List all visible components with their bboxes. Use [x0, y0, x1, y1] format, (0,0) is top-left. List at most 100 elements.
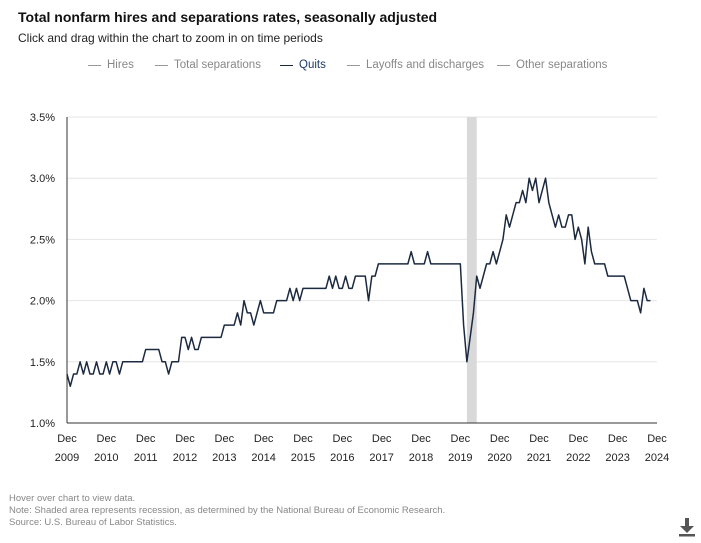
data-point[interactable] — [547, 201, 551, 205]
data-point[interactable] — [537, 201, 541, 205]
data-point[interactable] — [75, 372, 79, 376]
data-point[interactable] — [65, 372, 69, 376]
data-point[interactable] — [85, 360, 89, 364]
data-point[interactable] — [494, 262, 498, 266]
data-point[interactable] — [95, 360, 99, 364]
data-point[interactable] — [288, 286, 292, 290]
data-point[interactable] — [258, 299, 262, 303]
data-point[interactable] — [255, 311, 259, 315]
data-point[interactable] — [298, 299, 302, 303]
data-point[interactable] — [272, 311, 276, 315]
data-point[interactable] — [219, 335, 223, 339]
data-point[interactable] — [550, 213, 554, 217]
data-point[interactable] — [190, 335, 194, 339]
data-point[interactable] — [81, 372, 85, 376]
data-point[interactable] — [350, 286, 354, 290]
data-point[interactable] — [426, 250, 430, 254]
data-point[interactable] — [642, 286, 646, 290]
data-point[interactable] — [340, 286, 344, 290]
data-point[interactable] — [167, 372, 171, 376]
data-point[interactable] — [157, 348, 161, 352]
data-point[interactable] — [501, 237, 505, 241]
data-point[interactable] — [530, 188, 534, 192]
data-point[interactable] — [186, 348, 190, 352]
legend-item-other-separations[interactable]: Other separations — [497, 59, 607, 71]
data-point[interactable] — [344, 274, 348, 278]
data-point[interactable] — [553, 225, 557, 229]
data-point[interactable] — [589, 250, 593, 254]
data-point[interactable] — [639, 311, 643, 315]
data-point[interactable] — [475, 274, 479, 278]
data-point[interactable] — [291, 299, 295, 303]
data-point[interactable] — [563, 225, 567, 229]
data-point[interactable] — [458, 262, 462, 266]
data-point[interactable] — [583, 262, 587, 266]
data-point[interactable] — [626, 286, 630, 290]
data-point[interactable] — [481, 274, 485, 278]
data-point[interactable] — [576, 225, 580, 229]
data-point[interactable] — [324, 286, 328, 290]
data-point[interactable] — [140, 360, 144, 364]
data-point[interactable] — [235, 311, 239, 315]
legend-item-layoffs-and-discharges[interactable]: Layoffs and discharges — [347, 59, 484, 71]
data-point[interactable] — [603, 262, 607, 266]
legend-item-hires[interactable]: Hires — [88, 59, 134, 71]
data-point[interactable] — [635, 299, 639, 303]
data-point[interactable] — [491, 250, 495, 254]
data-point[interactable] — [373, 274, 377, 278]
data-point[interactable] — [176, 360, 180, 364]
data-point[interactable] — [465, 360, 469, 364]
data-point[interactable] — [544, 176, 548, 180]
data-point[interactable] — [252, 323, 256, 327]
data-point[interactable] — [504, 213, 508, 217]
data-point[interactable] — [232, 323, 236, 327]
data-point[interactable] — [104, 360, 108, 364]
data-point[interactable] — [294, 286, 298, 290]
data-point[interactable] — [622, 274, 626, 278]
data-point[interactable] — [524, 201, 528, 205]
data-point[interactable] — [586, 225, 590, 229]
data-point[interactable] — [508, 225, 512, 229]
data-point[interactable] — [521, 188, 525, 192]
data-point[interactable] — [498, 250, 502, 254]
data-point[interactable] — [534, 176, 538, 180]
data-point[interactable] — [327, 274, 331, 278]
data-point[interactable] — [285, 299, 289, 303]
data-point[interactable] — [249, 311, 253, 315]
data-point[interactable] — [68, 384, 72, 388]
data-point[interactable] — [101, 372, 105, 376]
chart-plot-area[interactable]: 1.0% 1.5% 2.0% 2.5% 3.0% 3.5% 2020 recession (… — [0, 0, 701, 490]
data-point[interactable] — [511, 213, 515, 217]
data-point[interactable] — [422, 262, 426, 266]
data-point[interactable] — [363, 274, 367, 278]
data-point[interactable] — [334, 274, 338, 278]
data-point[interactable] — [406, 262, 410, 266]
legend-item-quits[interactable]: Quits — [280, 59, 326, 71]
data-point[interactable] — [91, 372, 95, 376]
data-point[interactable] — [580, 237, 584, 241]
data-point[interactable] — [114, 360, 118, 364]
data-point[interactable] — [648, 299, 652, 303]
data-point[interactable] — [196, 348, 200, 352]
data-point[interactable] — [468, 335, 472, 339]
data-point[interactable] — [78, 360, 82, 364]
data-point[interactable] — [183, 335, 187, 339]
legend-item-total-separations[interactable]: Total separations — [155, 59, 261, 71]
data-point[interactable] — [540, 188, 544, 192]
data-point[interactable] — [462, 323, 466, 327]
data-point[interactable] — [517, 201, 521, 205]
data-point[interactable] — [242, 299, 246, 303]
data-point[interactable] — [117, 372, 121, 376]
data-point[interactable] — [478, 286, 482, 290]
data-point[interactable] — [409, 250, 413, 254]
data-point[interactable] — [488, 262, 492, 266]
data-point[interactable] — [570, 213, 574, 217]
data-point[interactable] — [108, 372, 112, 376]
data-point[interactable] — [573, 237, 577, 241]
download-icon[interactable] — [676, 516, 698, 538]
data-point[interactable] — [471, 311, 475, 315]
data-point[interactable] — [527, 176, 531, 180]
data-point[interactable] — [239, 323, 243, 327]
data-point[interactable] — [163, 360, 167, 364]
data-point[interactable] — [557, 213, 561, 217]
